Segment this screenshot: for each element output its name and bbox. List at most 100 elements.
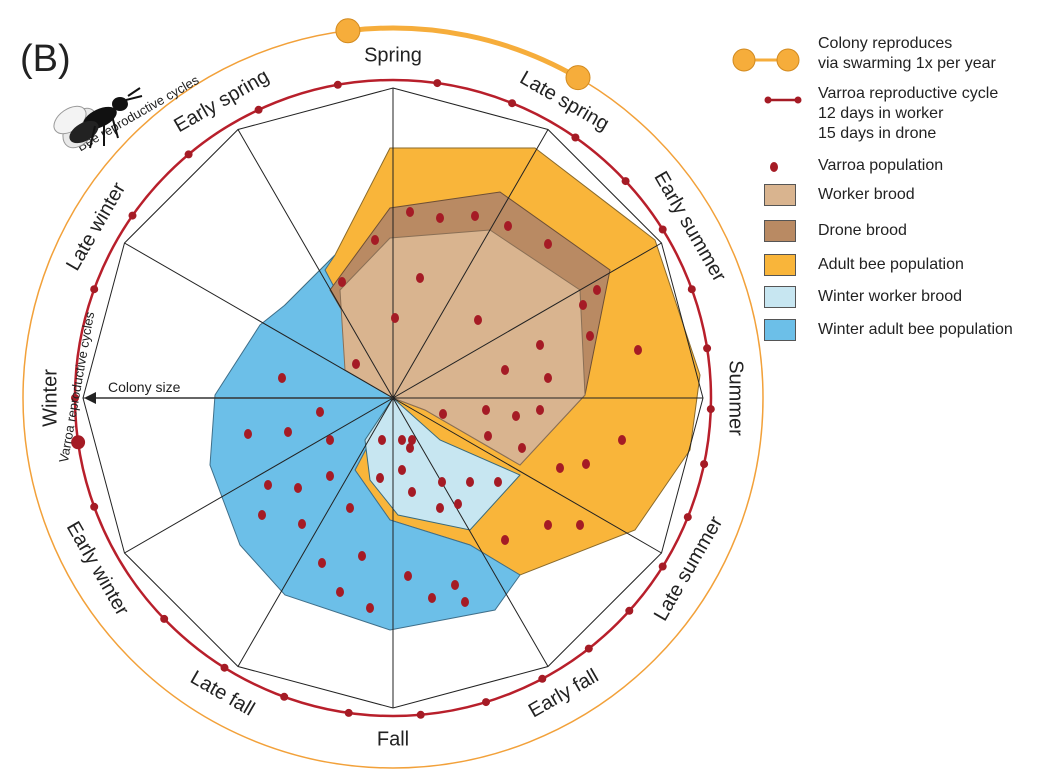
varroa-dot — [298, 519, 306, 529]
varroa-cycle-marker — [344, 708, 353, 717]
sector-line — [237, 129, 394, 399]
varroa-dot — [501, 365, 509, 375]
varroa-dot — [544, 373, 552, 383]
varroa-cycle-marker — [508, 99, 517, 108]
winter-worker-brood-swatch — [764, 286, 796, 308]
swarm-event-marker — [335, 18, 361, 44]
varroa-dot — [544, 520, 552, 530]
varroa-cycle-marker — [128, 211, 137, 220]
varroa-dot — [504, 221, 512, 231]
varroa-cycle-marker — [703, 344, 712, 353]
varroa-dot — [618, 435, 626, 445]
varroa-cycle-marker — [433, 79, 442, 88]
varroa-dot — [371, 235, 379, 245]
varroa-dot — [428, 593, 436, 603]
varroa-dot — [408, 487, 416, 497]
varroa-dot — [404, 571, 412, 581]
colony-size-label: Colony size — [108, 379, 181, 395]
varroa-cycle-marker — [700, 460, 709, 469]
varroa-dot — [358, 551, 366, 561]
swarming-icon — [732, 48, 800, 72]
cycle-rings — [22, 18, 764, 769]
sector-line — [392, 397, 662, 554]
varroa-cycle-icon — [764, 96, 802, 104]
sector-line — [392, 242, 662, 399]
worker-brood-swatch — [764, 184, 796, 206]
varroa-cycle-marker — [658, 225, 667, 234]
varroa-dot — [398, 435, 406, 445]
drone-brood-swatch — [764, 220, 796, 242]
varroa-dot — [316, 407, 324, 417]
sector-outline — [82, 87, 704, 709]
varroa-cycle-marker — [538, 674, 547, 683]
varroa-dot — [416, 273, 424, 283]
adult-bee-swatch — [764, 254, 796, 276]
varroa-dot — [391, 313, 399, 323]
legend-worker-brood: Worker brood — [728, 184, 1049, 212]
varroa-dot — [466, 477, 474, 487]
season-label: Spring — [364, 44, 422, 66]
varroa-dot — [318, 558, 326, 568]
legend-varroa-population: Varroa population — [728, 156, 1049, 180]
varroa-dot — [294, 483, 302, 493]
varroa-cycle-marker — [71, 394, 79, 402]
varroa-dot — [336, 587, 344, 597]
varroa-dot — [378, 435, 386, 445]
varroa-dot — [471, 211, 479, 221]
varroa-cycle-marker — [482, 698, 490, 707]
legend-varroa-cycle: Varroa reproductive cycle 12 days in wor… — [728, 82, 1049, 148]
varroa-population-dots — [244, 207, 642, 613]
varroa-cycle-marker — [584, 644, 593, 653]
varroa-dot — [582, 459, 590, 469]
sector-line — [392, 397, 549, 667]
varroa-dot — [398, 465, 406, 475]
swarming-arc — [347, 25, 580, 80]
varroa-dot — [436, 503, 444, 513]
varroa-dot — [461, 597, 469, 607]
varroa-dot — [576, 520, 584, 530]
varroa-dot — [556, 463, 564, 473]
varroa-dot — [278, 373, 286, 383]
legend-drone-brood: Drone brood — [728, 220, 1049, 248]
varroa-dot — [482, 405, 490, 415]
winter-adult-bee-swatch — [764, 319, 796, 341]
varroa-dot-icon — [770, 162, 778, 172]
varroa-dot — [352, 359, 360, 369]
season-label: Summer — [725, 360, 747, 436]
varroa-dot — [406, 207, 414, 217]
varroa-dot — [501, 535, 509, 545]
varroa-dot — [536, 340, 544, 350]
worker-brood-shape — [339, 229, 586, 466]
varroa-cycle-marker — [184, 150, 193, 159]
varroa-cycle-marker — [571, 133, 580, 142]
varroa-cycle-marker — [687, 285, 696, 294]
varroa-cycle-marker — [90, 502, 99, 511]
sector-line — [392, 129, 549, 399]
varroa-dot — [593, 285, 601, 295]
varroa-dot — [338, 277, 346, 287]
legend-swarming: Colony reproduces via swarming 1x per ye… — [728, 30, 1049, 78]
early-winter-marker — [71, 435, 86, 450]
varroa-dot — [439, 409, 447, 419]
varroa-dot — [408, 435, 416, 445]
varroa-dot — [376, 473, 384, 483]
varroa-dot — [494, 477, 502, 487]
varroa-dot — [634, 345, 642, 355]
season-label: Winter — [39, 369, 61, 427]
varroa-cycle-marker — [280, 692, 289, 701]
varroa-dot — [346, 503, 354, 513]
varroa-cycle-marker — [625, 606, 634, 615]
varroa-dot — [284, 427, 292, 437]
varroa-dot — [366, 603, 374, 613]
varroa-dot — [579, 300, 587, 310]
legend-adult-bee: Adult bee population — [728, 254, 1049, 282]
varroa-cycle-marker — [254, 105, 263, 114]
sector-line — [237, 397, 394, 667]
varroa-dot — [536, 405, 544, 415]
sector-line — [124, 397, 394, 554]
varroa-dot — [586, 331, 594, 341]
varroa-cycle-marker — [220, 663, 229, 672]
swarm-event-marker — [565, 65, 591, 91]
colony-size-axis: Colony size — [84, 379, 393, 404]
